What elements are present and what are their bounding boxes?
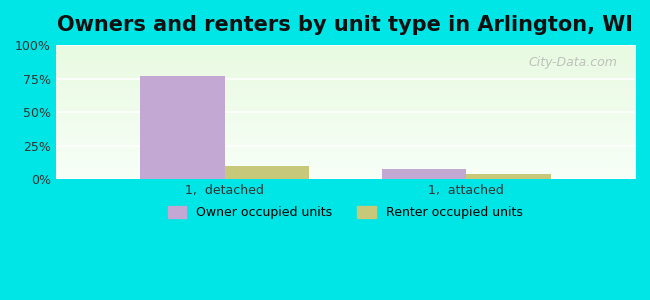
Title: Owners and renters by unit type in Arlington, WI: Owners and renters by unit type in Arlin… xyxy=(57,15,633,35)
Text: City-Data.com: City-Data.com xyxy=(528,56,618,69)
Bar xyxy=(225,166,309,179)
Legend: Owner occupied units, Renter occupied units: Owner occupied units, Renter occupied un… xyxy=(162,201,528,224)
Bar xyxy=(140,76,225,179)
Bar xyxy=(382,169,466,179)
Bar xyxy=(466,174,551,179)
